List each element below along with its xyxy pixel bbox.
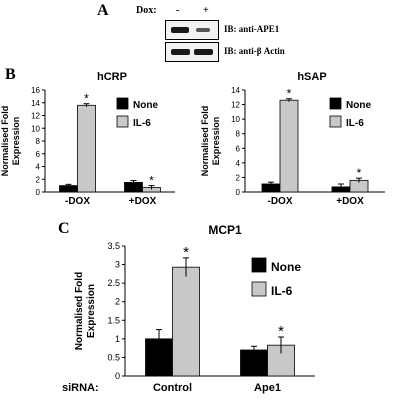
- band-actin-minus: [171, 49, 190, 55]
- significance-star: *: [357, 166, 362, 180]
- y-tick-label: 6: [236, 144, 241, 153]
- legend-swatch: [251, 281, 267, 297]
- y-tick-label: 16: [31, 86, 40, 95]
- x-category-label: Ape1: [254, 382, 281, 394]
- legend-label: IL-6: [133, 118, 151, 129]
- band-ape1-plus: [196, 28, 210, 32]
- legend-label: IL-6: [346, 118, 364, 129]
- y-tick-label: 1.5: [107, 315, 120, 325]
- legend-label: None: [271, 260, 301, 274]
- y-tick-label: 10: [231, 115, 240, 124]
- y-axis-label-line: Expression: [86, 284, 97, 338]
- significance-star: *: [149, 174, 154, 188]
- x-category-label: +DOX: [129, 196, 157, 207]
- chart-title: hSAP: [297, 71, 326, 83]
- panel-a-letter: A: [97, 2, 109, 19]
- x-category-label: +DOX: [336, 196, 364, 207]
- y-axis-label-line: Normalised Fold: [0, 106, 10, 177]
- y-axis-label: Normalised FoldExpression: [200, 106, 221, 177]
- legend-swatch: [329, 115, 342, 128]
- y-tick-label: 2: [36, 175, 41, 184]
- blot-ape1-label: IB: anti-APE1: [224, 24, 280, 34]
- y-axis-label: Normalised FoldExpression: [74, 272, 97, 350]
- dox-plus-label: +: [203, 5, 209, 16]
- bar-il-6: [279, 99, 299, 193]
- legend-label: IL-6: [271, 284, 293, 298]
- y-tick-label: 14: [231, 86, 240, 95]
- y-tick-label: 4: [36, 163, 41, 172]
- blot-actin-label: IB: anti-β Actin: [224, 46, 285, 56]
- y-tick-label: 6: [36, 150, 41, 159]
- y-axis-label: Normalised FoldExpression: [0, 106, 21, 177]
- panel-b-letter: B: [5, 66, 16, 83]
- y-tick-label: 0: [115, 371, 120, 381]
- y-tick-label: 1: [115, 334, 120, 344]
- legend-swatch: [116, 97, 129, 110]
- y-tick-label: 10: [31, 124, 40, 133]
- legend-swatch: [329, 97, 342, 110]
- chart-hsap: hSAP Normalised FoldExpression 0 2 4 6 8 10 12 14…: [200, 71, 385, 207]
- chart-title: MCP1: [208, 223, 242, 237]
- x-category-label: -DOX: [268, 196, 293, 207]
- blot-ape1: [165, 20, 219, 40]
- y-tick-label: 12: [231, 101, 240, 110]
- dox-minus-label: -: [176, 5, 180, 16]
- y-tick-label: 8: [36, 137, 41, 146]
- panel-c-letter: C: [58, 220, 70, 237]
- sirna-label: siRNA:: [62, 382, 99, 394]
- significance-star: *: [84, 92, 89, 106]
- chart-mcp1: MCP1 Normalised FoldExpression 0 0.5 1 1.5 2 2.…: [74, 223, 315, 394]
- band-actin-plus: [194, 49, 213, 55]
- blot-actin: [165, 42, 219, 62]
- y-tick-label: 0: [236, 188, 241, 197]
- bar-il-6: [172, 266, 200, 377]
- dox-label: Dox:: [136, 5, 157, 16]
- y-tick-label: 2: [115, 297, 120, 307]
- legend-label: None: [346, 100, 371, 111]
- y-tick-label: 8: [236, 130, 241, 139]
- y-tick-label: 2.5: [107, 278, 120, 288]
- significance-star: *: [278, 323, 284, 340]
- significance-star: *: [287, 87, 292, 101]
- x-category-label: Control: [153, 382, 192, 394]
- y-tick-label: 4: [236, 159, 241, 168]
- chart-title: hCRP: [97, 71, 127, 83]
- bar-none: [240, 349, 268, 377]
- y-tick-label: 14: [31, 99, 40, 108]
- y-axis-label-line: Expression: [211, 117, 221, 166]
- y-tick-label: 12: [31, 112, 40, 121]
- band-ape1-minus: [171, 27, 189, 33]
- y-axis-label-line: Normalised Fold: [74, 272, 85, 350]
- x-category-label: -DOX: [65, 196, 90, 207]
- y-axis-label-line: Normalised Fold: [200, 106, 210, 177]
- y-axis-label-line: Expression: [11, 117, 21, 166]
- y-tick-label: 0.5: [107, 352, 120, 362]
- y-tick-label: 0: [36, 188, 41, 197]
- y-tick-label: 2: [236, 173, 241, 182]
- legend-swatch: [251, 257, 267, 273]
- bar-il-6: [77, 104, 96, 193]
- chart-hcrp: hCRP Normalised FoldExpression 0 2 4 6 8 10 12 14…: [0, 71, 175, 207]
- legend-swatch: [116, 115, 129, 128]
- y-tick-label: 3: [115, 260, 120, 270]
- y-tick-label: 3.5: [107, 241, 120, 251]
- legend-label: None: [133, 100, 158, 111]
- significance-star: *: [183, 244, 189, 261]
